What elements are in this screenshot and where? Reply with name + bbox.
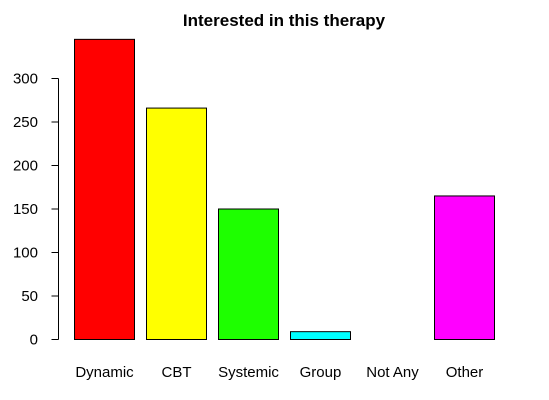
y-tick-label: 0 xyxy=(30,332,38,349)
y-tick-label: 150 xyxy=(13,201,38,218)
x-axis-labels: Dynamic CBT Systemic Group Not Any Other xyxy=(75,364,483,381)
bar-group xyxy=(290,331,351,341)
y-axis: 0 50 100 150 200 250 300 xyxy=(13,71,59,349)
x-category-label: Other xyxy=(446,364,484,381)
x-category-label: Systemic xyxy=(218,364,279,381)
bar-cbt xyxy=(146,107,207,340)
x-category-label: CBT xyxy=(162,364,192,381)
bar-other xyxy=(434,195,495,340)
y-tick-label: 50 xyxy=(21,288,38,305)
y-tick-label: 300 xyxy=(13,71,38,88)
chart-title: Interested in this therapy xyxy=(183,11,386,30)
bar-dynamic xyxy=(74,38,135,340)
x-category-label: Dynamic xyxy=(75,364,134,381)
y-tick-label: 100 xyxy=(13,245,38,262)
bars xyxy=(74,38,495,341)
y-tick-label: 200 xyxy=(13,158,38,175)
bar-systemic xyxy=(218,208,279,340)
x-category-label: Not Any xyxy=(366,364,419,381)
y-tick-label: 250 xyxy=(13,114,38,131)
x-category-label: Group xyxy=(300,364,342,381)
